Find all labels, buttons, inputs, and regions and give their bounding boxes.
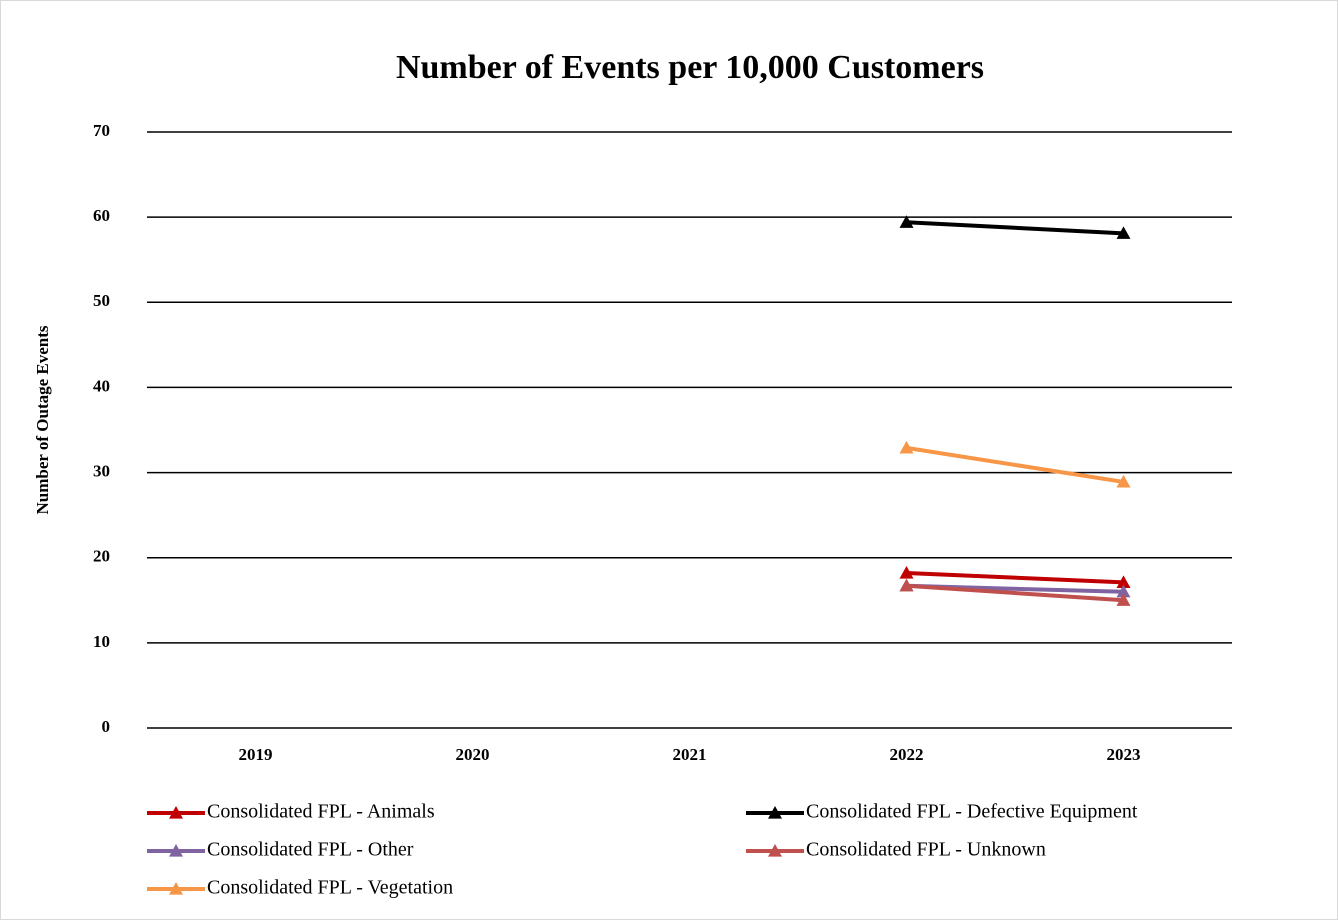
x-tick-label: 2020 [456, 745, 490, 764]
series-marker [899, 578, 914, 592]
series-marker [899, 566, 914, 579]
series-marker [1116, 474, 1131, 488]
legend-label: Consolidated FPL - Unknown [806, 839, 1046, 861]
x-tick-label: 2022 [890, 745, 924, 764]
x-tick-label: 2021 [673, 745, 707, 764]
y-tick-label: 50 [93, 291, 110, 310]
legend-marker [169, 806, 183, 819]
legend-marker [768, 806, 782, 819]
y-tick-label: 30 [93, 461, 110, 480]
series-line [906, 583, 1124, 603]
series-line [906, 571, 1124, 585]
legend-label: Consolidated FPL - Vegetation [207, 877, 453, 899]
y-tick-label: 70 [93, 121, 110, 140]
legend-label: Consolidated FPL - Other [207, 839, 414, 861]
x-tick-label: 2023 [1107, 745, 1141, 764]
series-marker [1116, 584, 1131, 598]
x-tick-label: 2019 [239, 745, 273, 764]
y-tick-label: 60 [93, 206, 110, 225]
legend-marker [169, 844, 183, 857]
y-tick-label: 0 [102, 717, 111, 736]
series-marker [1116, 593, 1131, 606]
series-marker [1116, 575, 1131, 589]
y-tick-label: 10 [93, 632, 110, 651]
series-line [906, 445, 1124, 484]
series-line [906, 220, 1124, 236]
series-marker [1116, 226, 1131, 239]
series-marker [899, 215, 914, 228]
y-axis-label: Number of Outage Events [33, 325, 52, 514]
legend-marker [169, 882, 183, 895]
legend-marker [768, 844, 782, 857]
series-marker [899, 440, 914, 454]
legend-label: Consolidated FPL - Animals [207, 801, 435, 823]
chart-title: Number of Events per 10,000 Customers [396, 49, 984, 86]
y-tick-label: 40 [93, 376, 110, 395]
y-tick-label: 20 [93, 547, 110, 566]
legend-label: Consolidated FPL - Defective Equipment [806, 801, 1138, 823]
